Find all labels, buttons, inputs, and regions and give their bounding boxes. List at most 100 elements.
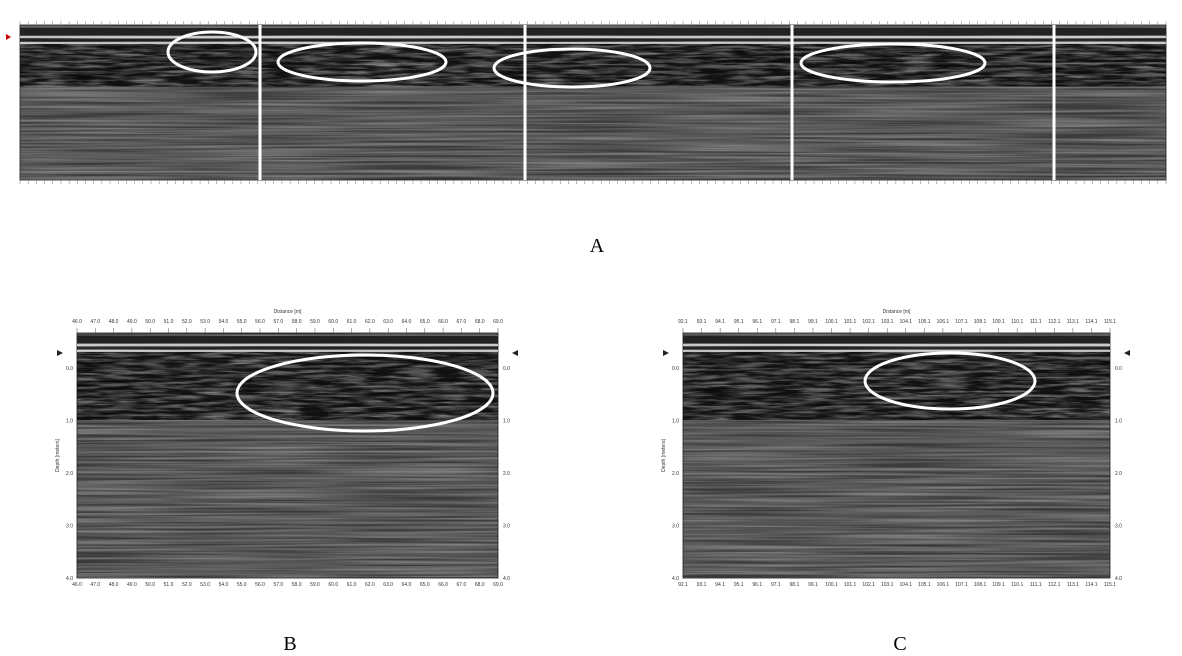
x-tick-label: 108.1 [974,582,987,588]
x-tick-label: 53.0 [200,582,210,588]
y-tick-label: 2.0 [672,471,679,477]
panel-label: C [893,633,906,655]
x-tick-label: 110.1 [1011,582,1023,588]
y-tick-label: 0.0 [1115,366,1122,372]
x-tick-label: 99.1 [808,319,818,325]
x-tick-label: 65.0 [420,582,430,588]
x-tick-label: 110.1 [1011,319,1023,325]
x-tick-label: 57.0 [273,319,283,325]
x-tick-label: 59.0 [310,319,320,325]
x-tick-label: 94.1 [715,319,725,325]
x-tick-label: 52.0 [182,319,192,325]
x-tick-label: 115.1 [1104,319,1116,325]
y-tick-label: 4.0 [66,576,73,582]
marker [663,350,669,356]
x-tick-label: 53.0 [200,319,210,325]
x-tick-label: 109.1 [992,319,1005,325]
x-tick-label: 104.1 [900,582,913,588]
x-tick-label: 54.0 [219,582,229,588]
x-tick-label: 103.1 [881,319,894,325]
x-tick-label: 113.1 [1067,319,1079,325]
y-tick-label: 0.0 [66,366,73,372]
marker [57,350,63,356]
x-tick-label: 114.1 [1085,319,1097,325]
y-tick-label: 3.0 [1115,524,1122,530]
x-tick-label: 46.0 [72,582,82,588]
x-tick-label: 56.0 [255,582,265,588]
x-title: Distance [m] [883,309,911,315]
x-tick-label: 57.0 [273,582,283,588]
y-tick-label: 2.0 [66,471,73,477]
y-tick-label: 4.0 [672,576,679,582]
surface-band [77,336,498,343]
x-tick-label: 69.0 [493,582,503,588]
x-tick-label: 105.1 [918,319,931,325]
x-tick-label: 103.1 [881,582,894,588]
x-tick-label: 48.0 [109,319,119,325]
x-tick-label: 95.1 [734,582,744,588]
y-tick-label: 1.0 [66,419,73,425]
x-tick-label: 101.1 [844,582,857,588]
x-tick-label: 106.1 [937,319,950,325]
highlight [492,47,652,89]
x-tick-label: 49.0 [127,319,137,325]
x-tick-label: 94.1 [715,582,725,588]
x-tick-label: 55.0 [237,319,247,325]
x-tick-label: 46.0 [72,319,82,325]
marker [1124,350,1130,356]
x-tick-label: 52.0 [182,582,192,588]
highlight [276,41,448,83]
x-tick-label: 51.0 [164,319,174,325]
x-tick-label: 62.0 [365,582,375,588]
y-tick-label: 3.0 [672,524,679,530]
x-tick-label: 108.1 [974,319,987,325]
x-tick-label: 55.0 [237,582,247,588]
x-tick-label: 60.0 [328,582,338,588]
y-tick-label: 2.0 [1115,471,1122,477]
surface-band [683,336,1110,343]
x-tick-label: 92.1 [678,319,688,325]
x-tick-label: 95.1 [734,319,744,325]
x-tick-label: 101.1 [844,319,857,325]
x-tick-label: 109.1 [992,582,1005,588]
x-tick-label: 100.1 [825,582,838,588]
x-tick-label: 64.0 [402,319,412,325]
x-tick-label: 50.0 [145,582,155,588]
x-tick-label: 100.1 [825,319,838,325]
y-tick-label: 3.0 [66,524,73,530]
x-tick-label: 112.1 [1048,319,1060,325]
marker [512,350,518,356]
x-tick-label: 105.1 [918,582,931,588]
x-tick-label: 115.1 [1104,582,1116,588]
x-tick-label: 104.1 [900,319,913,325]
highlight [166,30,258,74]
x-tick-label: 98.1 [790,582,800,588]
x-tick-label: 114.1 [1085,582,1097,588]
surface-band [20,28,1166,35]
x-tick-label: 66.0 [438,582,448,588]
x-title: Distance [m] [274,309,302,315]
x-tick-label: 69.0 [493,319,503,325]
x-tick-label: 66.0 [438,319,448,325]
y-tick-label: 1.0 [672,419,679,425]
x-tick-label: 58.0 [292,582,302,588]
x-tick-label: 111.1 [1030,582,1042,588]
x-tick-label: 102.1 [862,582,875,588]
x-tick-label: 106.1 [937,582,950,588]
x-tick-label: 47.0 [90,582,100,588]
x-tick-label: 58.0 [292,319,302,325]
y-title: Depth [meters] [661,438,667,471]
y-tick-label: 4.0 [503,576,510,582]
x-tick-label: 61.0 [347,319,357,325]
x-tick-label: 68.0 [475,319,485,325]
x-tick-label: 99.1 [808,582,818,588]
y-tick-label: 1.0 [1115,419,1122,425]
x-tick-label: 107.1 [955,319,968,325]
highlight [235,353,495,433]
x-tick-label: 112.1 [1048,582,1060,588]
x-tick-label: 54.0 [219,319,229,325]
y-tick-label: 4.0 [1115,576,1122,582]
x-tick-label: 92.1 [678,582,688,588]
x-tick-label: 51.0 [164,582,174,588]
radargram-shallow [683,351,1110,420]
